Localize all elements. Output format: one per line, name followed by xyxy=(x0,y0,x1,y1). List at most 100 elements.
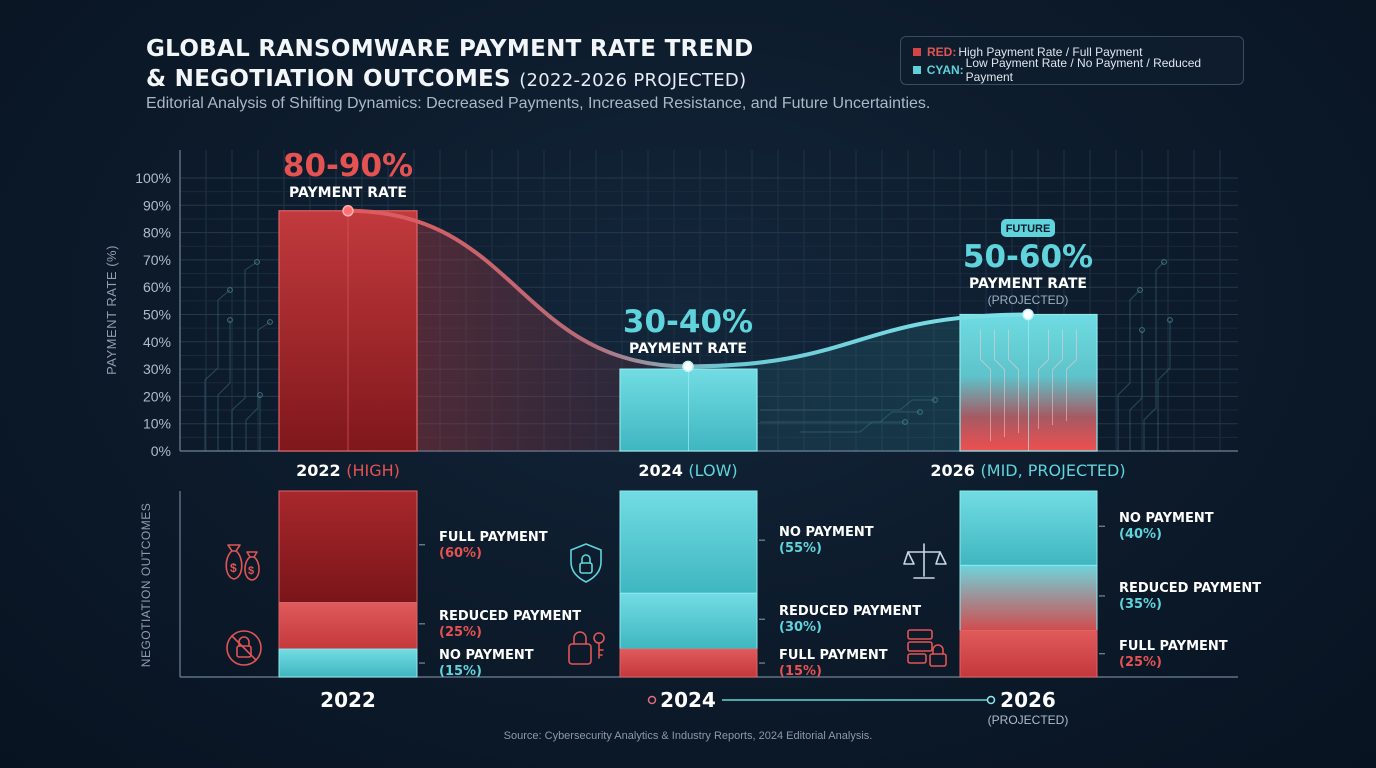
segment-name: REDUCED PAYMENT xyxy=(779,604,921,619)
lock-body xyxy=(236,645,252,658)
y-tick-label: 30% xyxy=(143,361,171,377)
value-label-2024: 30-40% xyxy=(623,304,753,340)
x-category-label-2026: 2026 (MID, PROJECTED) xyxy=(930,461,1125,480)
timeline-node xyxy=(986,695,996,705)
legend-key-red: RED: xyxy=(927,45,957,59)
lock-shackle xyxy=(932,644,944,655)
circuit-trace xyxy=(1117,289,1141,451)
value-note-2026: (PROJECTED) xyxy=(988,293,1069,307)
circuit-node xyxy=(227,287,233,293)
segment-name: REDUCED PAYMENT xyxy=(439,609,581,624)
circuit-trace xyxy=(1129,330,1143,451)
stack-segment-2024 xyxy=(619,490,758,594)
lock-body xyxy=(568,643,592,665)
segment-name: REDUCED PAYMENT xyxy=(1119,581,1261,596)
segment-name: NO PAYMENT xyxy=(1119,511,1214,526)
x-category-tag: (LOW) xyxy=(688,461,737,480)
shield-lock-icon xyxy=(570,543,602,583)
circuit-node xyxy=(227,317,233,323)
y-tick-label: 60% xyxy=(143,279,171,295)
future-badge xyxy=(1001,219,1055,237)
legend-swatch-cyan xyxy=(913,66,921,74)
segment-value: (60%) xyxy=(439,546,482,561)
legend-item-cyan: CYAN: Low Payment Rate / No Payment / Re… xyxy=(913,56,1243,84)
key-shaft xyxy=(598,642,604,659)
stack-segment-2026 xyxy=(959,490,1098,566)
legend-key-cyan: CYAN: xyxy=(926,63,964,77)
y-tick-label: 0% xyxy=(151,443,171,459)
lock-body xyxy=(929,653,947,667)
lock-shackle xyxy=(581,554,591,564)
bar-circuit-trace xyxy=(980,329,991,441)
value-caption-2022: PAYMENT RATE xyxy=(289,185,407,201)
bar-2022 xyxy=(278,210,418,452)
y-axis-title: PAYMENT RATE (%) xyxy=(104,245,119,375)
legend-item-red: RED: High Payment Rate / Full Payment xyxy=(913,44,1142,60)
segment-value: (55%) xyxy=(779,541,822,556)
dollar-sign: $ xyxy=(248,565,254,577)
title-line-2: & NEGOTIATION OUTCOMES xyxy=(146,66,511,92)
chart-title: GLOBAL RANSOMWARE PAYMENT RATE TREND & N… xyxy=(146,34,754,96)
server-lock-icon xyxy=(907,629,947,667)
x-category-tag: (MID, PROJECTED) xyxy=(981,461,1126,480)
bar-2026 xyxy=(959,313,1098,452)
stack-segment-2022 xyxy=(278,602,418,650)
circuit-node xyxy=(1139,327,1145,333)
x-category-tag: (HIGH) xyxy=(346,461,400,480)
trend-point-2026 xyxy=(1022,308,1034,321)
money-bag-shape xyxy=(225,544,243,580)
lock-shackle xyxy=(573,631,587,645)
x-category-label-2024: 2024 (LOW) xyxy=(638,461,737,480)
timeline-year-2024: 2024 xyxy=(660,688,716,712)
timeline-year-2026: 2026 xyxy=(1000,688,1056,712)
value-label-2022: 80-90% xyxy=(283,148,413,184)
y-tick-label: 20% xyxy=(143,388,171,404)
circuit-trace xyxy=(217,320,231,451)
y-tick-label: 90% xyxy=(143,197,171,213)
legend: RED: High Payment Rate / Full Payment CY… xyxy=(900,36,1244,85)
y-tick-label: 80% xyxy=(143,225,171,241)
scale-pans xyxy=(903,551,947,565)
no-lock-icon xyxy=(226,630,262,666)
stack-segment-2024 xyxy=(619,592,758,650)
bar-circuit-trace xyxy=(1008,329,1019,433)
bar-circuit-trace xyxy=(1038,329,1049,429)
stack-segment-2024 xyxy=(619,648,758,678)
y-tick-label: 100% xyxy=(135,170,171,186)
value-caption-2026: PAYMENT RATE xyxy=(969,276,1087,292)
source-note: Source: Cybersecurity Analytics & Indust… xyxy=(503,730,873,742)
segment-value: (40%) xyxy=(1119,527,1162,542)
money-bags-icon: $ $ xyxy=(225,544,260,581)
circuit-trace xyxy=(245,321,271,451)
circuit-node xyxy=(1161,259,1167,265)
y-tick-label: 40% xyxy=(143,334,171,350)
key-bow xyxy=(593,632,605,644)
circuit-trace xyxy=(1157,320,1171,451)
segment-value: (15%) xyxy=(779,664,822,679)
circuit-node xyxy=(257,392,263,398)
timeline-note-2026: (PROJECTED) xyxy=(988,713,1069,727)
x-category-label-2022: 2022 (HIGH) xyxy=(296,461,400,480)
x-category-year: 2024 xyxy=(638,461,688,480)
stack-segment-2026 xyxy=(959,564,1098,632)
timeline-year-2022: 2022 xyxy=(320,688,376,712)
trend-area-fill xyxy=(348,210,1028,451)
bar-circuit-trace xyxy=(994,329,1005,437)
value-label-2026: 50-60% xyxy=(963,239,1093,275)
bar-circuit-trace xyxy=(1066,329,1077,421)
x-category-year: 2026 xyxy=(930,461,980,480)
prohibit-slash xyxy=(231,635,257,661)
x-category-year: 2022 xyxy=(296,461,346,480)
circuit-trace xyxy=(1143,261,1165,451)
stack-segment-2022 xyxy=(278,648,418,678)
timeline-node xyxy=(647,695,657,705)
stack-segment-2026 xyxy=(959,630,1098,678)
bottom-y-axis-title: NEGOTIATION OUTCOMES xyxy=(139,503,153,667)
dollar-sign: $ xyxy=(230,561,237,575)
unlock-key-icon xyxy=(568,631,605,665)
segment-name: FULL PAYMENT xyxy=(439,530,548,545)
shield-shape xyxy=(570,543,602,583)
scales-icon xyxy=(903,543,947,579)
circuit-node xyxy=(254,259,260,265)
